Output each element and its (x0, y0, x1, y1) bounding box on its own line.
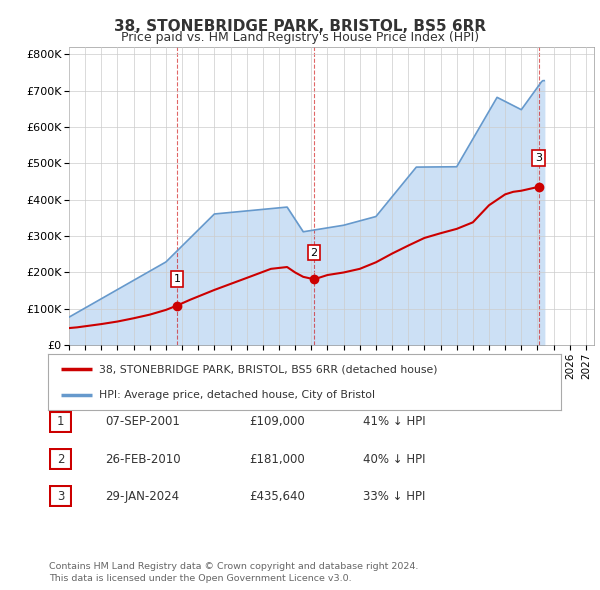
Text: 1: 1 (57, 415, 64, 428)
Text: Price paid vs. HM Land Registry's House Price Index (HPI): Price paid vs. HM Land Registry's House … (121, 31, 479, 44)
Text: 2: 2 (310, 248, 317, 258)
Text: 26-FEB-2010: 26-FEB-2010 (105, 453, 181, 466)
Text: £435,640: £435,640 (249, 490, 305, 503)
Text: 3: 3 (57, 490, 64, 503)
FancyBboxPatch shape (50, 486, 71, 506)
FancyBboxPatch shape (50, 412, 71, 432)
Text: 40% ↓ HPI: 40% ↓ HPI (363, 453, 425, 466)
Text: 2: 2 (57, 453, 64, 466)
Text: £109,000: £109,000 (249, 415, 305, 428)
Text: HPI: Average price, detached house, City of Bristol: HPI: Average price, detached house, City… (100, 390, 376, 400)
Text: 33% ↓ HPI: 33% ↓ HPI (363, 490, 425, 503)
Text: 07-SEP-2001: 07-SEP-2001 (105, 415, 180, 428)
Text: 38, STONEBRIDGE PARK, BRISTOL, BS5 6RR (detached house): 38, STONEBRIDGE PARK, BRISTOL, BS5 6RR (… (100, 364, 438, 374)
Text: 29-JAN-2024: 29-JAN-2024 (105, 490, 179, 503)
Text: £181,000: £181,000 (249, 453, 305, 466)
Text: 38, STONEBRIDGE PARK, BRISTOL, BS5 6RR: 38, STONEBRIDGE PARK, BRISTOL, BS5 6RR (114, 19, 486, 34)
FancyBboxPatch shape (50, 449, 71, 469)
Text: 1: 1 (173, 274, 181, 284)
Text: 3: 3 (535, 153, 542, 163)
Text: 41% ↓ HPI: 41% ↓ HPI (363, 415, 425, 428)
Text: Contains HM Land Registry data © Crown copyright and database right 2024.
This d: Contains HM Land Registry data © Crown c… (49, 562, 419, 583)
